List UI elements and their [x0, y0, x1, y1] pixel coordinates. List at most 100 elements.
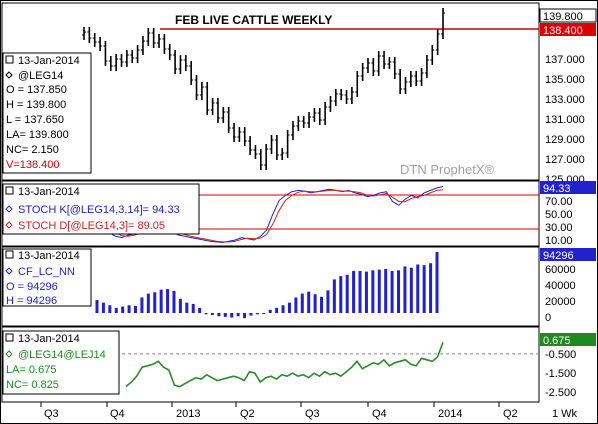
oi-bar	[377, 269, 381, 313]
oi-bar	[255, 313, 259, 315]
oi-bar	[281, 305, 285, 313]
stoch-tick-label: 50.00	[545, 209, 573, 221]
oi-info-box: 13-Jan-2014 CF_LC_NN O = 94296 H = 94296	[2, 248, 92, 307]
price-info-high: H = 139.800	[6, 99, 66, 111]
x-tick-label: Q2	[503, 408, 518, 420]
oi-bar	[198, 307, 202, 313]
diamond-icon	[5, 205, 13, 213]
chart-title: FEB LIVE CATTLE WEEKLY	[175, 13, 332, 27]
oi-bar	[429, 263, 433, 313]
reference-price-box	[540, 23, 596, 36]
oi-bar	[101, 302, 105, 313]
stoch-tick-label: 30.00	[545, 222, 573, 234]
oi-bar	[313, 294, 317, 313]
x-tick-label: 2014	[438, 408, 462, 420]
oi-bar	[294, 297, 298, 313]
oi-axis-ticks: 60000 40000 20000 0	[545, 264, 576, 324]
price-axis-ticks: 137.000 135.000 133.000 131.000 129.000 …	[545, 54, 585, 186]
oi-bar	[326, 290, 330, 313]
oi-bar	[153, 292, 157, 313]
stoch-info-date: 13-Jan-2014	[18, 186, 80, 198]
magnifier-icon	[5, 333, 14, 342]
oi-bar	[307, 291, 311, 313]
spread-info-symbol: @LEG14@LEJ14	[18, 349, 106, 361]
oi-bar	[409, 267, 413, 313]
oi-info-date: 13-Jan-2014	[18, 250, 80, 262]
price-bars	[82, 8, 445, 170]
oi-bar	[339, 276, 343, 313]
oi-bar	[300, 293, 304, 313]
oi-bar	[352, 270, 356, 313]
oi-bar	[114, 307, 118, 313]
stoch-last-box	[540, 181, 596, 194]
oi-bar	[133, 305, 137, 313]
watermark: DTN ProphetX®	[400, 162, 495, 177]
x-tick-label: Q3	[44, 408, 59, 420]
oi-bar	[210, 313, 214, 315]
spread-info-date: 13-Jan-2014	[18, 333, 80, 345]
x-axis: Q3 Q4 2013 Q2 Q3 Q4 2014 Q2 1 Wk	[40, 402, 578, 420]
spread-tick-label: -0.500	[545, 349, 576, 361]
oi-bar	[127, 305, 131, 313]
oi-bars	[95, 252, 439, 319]
last-price-box	[539, 8, 597, 23]
x-tick-label: Q3	[305, 408, 320, 420]
spread-tick-label: -1.500	[545, 368, 576, 380]
oi-bar	[390, 270, 394, 313]
magnifier-icon	[5, 55, 14, 64]
stoch-axis-ticks: 70.00 50.00 30.00 10.00	[545, 196, 573, 247]
oi-bar	[416, 264, 420, 313]
oi-bar	[403, 266, 407, 313]
oi-tick-label: 60000	[545, 264, 576, 276]
oi-bar	[178, 298, 182, 313]
oi-bar	[422, 265, 426, 313]
oi-bar	[287, 302, 291, 313]
price-info-symbol: @LEG14	[18, 70, 63, 82]
oi-bar	[332, 279, 336, 313]
oi-bar	[268, 309, 272, 313]
price-info-box: 13-Jan-2014 @LEG14 O = 137.850 H = 139.8…	[2, 52, 92, 174]
oi-bar	[435, 252, 439, 313]
magnifier-icon	[5, 186, 14, 195]
oi-bar	[223, 313, 227, 317]
oi-tick-label: 0	[545, 312, 551, 324]
magnifier-icon	[5, 250, 14, 259]
oi-bar	[121, 306, 125, 313]
interval-label[interactable]: 1 Wk	[552, 408, 578, 420]
price-info-volume: V=138.400	[6, 159, 60, 171]
oi-bar	[358, 270, 362, 313]
spread-last-box	[540, 333, 596, 346]
price-tick-label: 133.000	[545, 94, 585, 106]
oi-bar	[95, 300, 99, 313]
diamond-icon	[5, 71, 13, 79]
oi-bar	[243, 313, 247, 319]
oi-bar	[108, 305, 112, 313]
price-info-date: 13-Jan-2014	[18, 55, 80, 67]
oi-bar	[166, 289, 170, 313]
stoch-k-label: STOCH K[@LEG14,3,14]= 94.33	[18, 204, 180, 216]
oi-bar	[185, 302, 189, 313]
oi-last-box	[540, 248, 596, 261]
spread-info-net-change: NC= 0.825	[6, 379, 59, 391]
reference-price-label: 138.400	[543, 25, 583, 37]
spread-tick-label: -2.500	[545, 387, 576, 399]
stoch-last-label: 94.33	[543, 183, 571, 195]
price-info-low: L = 137.650	[6, 114, 64, 126]
x-tick-label: Q4	[110, 408, 125, 420]
x-tick-label: 2013	[176, 408, 200, 420]
diamond-icon	[5, 221, 13, 229]
oi-bar	[172, 291, 176, 313]
price-info-net-change: NC= 2.150	[6, 144, 59, 156]
diamond-icon	[5, 350, 13, 358]
diamond-icon	[5, 267, 13, 275]
x-tick-label: Q4	[372, 408, 387, 420]
oi-bar	[159, 289, 163, 313]
oi-info-open: O = 94296	[6, 281, 58, 293]
stoch-d-label: STOCH D[@LEG14,3]= 89.05	[18, 220, 165, 232]
price-tick-label: 129.000	[545, 134, 585, 146]
oi-info-high: H = 94296	[6, 295, 57, 307]
oi-bar	[204, 313, 208, 315]
oi-bar	[364, 271, 368, 313]
spread-info-last: LA= 0.675	[6, 364, 56, 376]
